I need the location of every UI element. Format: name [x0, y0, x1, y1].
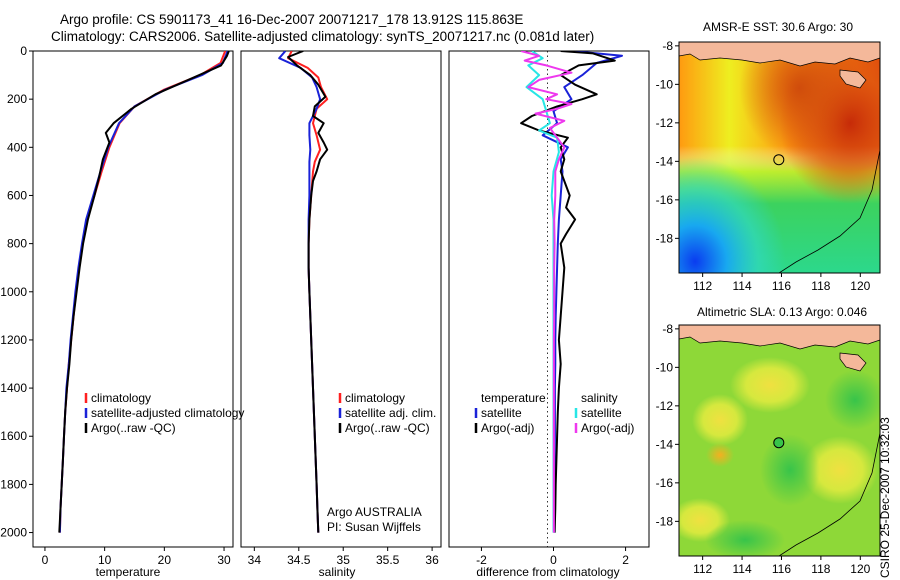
map-x-tick-label: 120 [850, 279, 870, 293]
map-x-tick-label: 114 [732, 279, 751, 293]
map-y-tick-label: -18 [656, 514, 674, 528]
y-tick-label: 0 [20, 44, 27, 58]
argo-raw-qc-line [58, 51, 230, 533]
legend-label: climatology [345, 391, 405, 405]
legend-label: satellite [481, 406, 522, 420]
sla-orange-patch [706, 443, 734, 467]
legend-label: satellite [581, 406, 622, 420]
legend-label: temperature [481, 391, 546, 405]
y-tick-label: 1800 [0, 477, 27, 491]
x-tick-label: -2 [476, 553, 487, 567]
map-x-tick-label: 118 [811, 562, 830, 576]
map-x-tick-label: 112 [693, 279, 712, 293]
temperature-axis-label: temperature [96, 565, 161, 579]
y-tick-label: 800 [7, 237, 27, 251]
sla-land-island-east [839, 352, 867, 372]
x-tick-label: 30 [217, 553, 231, 567]
x-tick-label: 0 [42, 553, 49, 567]
sst-map-title: AMSR-E SST: 30.6 Argo: 30 [703, 20, 853, 34]
argo-raw-qc-line [287, 51, 329, 533]
map-x-tick-label: 118 [811, 279, 830, 293]
climatology-line [58, 51, 227, 533]
sla-map-panel: Altimetric SLA: 0.13 Argo: 0.046 112 114 1… [656, 305, 881, 576]
sla-land-islands [679, 325, 880, 350]
map-x-tick-label: 112 [693, 562, 712, 576]
difference-axis-label: difference from climatology [476, 565, 619, 579]
map-y-tick-label: -14 [656, 154, 674, 168]
y-tick-label: 1200 [0, 333, 27, 347]
map-x-tick-label: 116 [772, 279, 791, 293]
legend-label: climatology [91, 391, 151, 405]
sst-map-panel: AMSR-E SST: 30.6 Argo: 30 112 114 116 118 12… [656, 20, 881, 293]
salinity-axis-label: salinity [319, 565, 356, 579]
figure-title-line1: Argo profile: CS 5901173_41 16-Dec-2007 … [60, 12, 524, 27]
sst-land-australia [778, 149, 880, 273]
sla-green-patch [705, 520, 785, 556]
map-y-tick-label: -14 [656, 437, 674, 451]
sst-land-islands [679, 42, 880, 67]
sst-land-island-east [839, 69, 867, 89]
sst-argo-marker [773, 154, 785, 166]
map-x-tick-label: 120 [850, 562, 870, 576]
x-tick-label: 36 [425, 553, 439, 567]
x-tick-label: 2 [622, 553, 629, 567]
map-y-tick-label: -16 [656, 476, 674, 490]
legend-label: Argo(..raw -QC) [345, 421, 430, 435]
y-tick-label: 400 [7, 140, 27, 154]
sla-argo-marker [773, 437, 785, 449]
map-y-tick-label: -16 [656, 193, 674, 207]
x-tick-label: 0 [550, 553, 557, 567]
map-y-tick-label: -10 [656, 360, 674, 374]
y-tick-label: 1400 [0, 381, 27, 395]
temperature-panel: 0 10 20 30 0 200 400 600 800 1000 1200 1400 1600 1800… [0, 44, 244, 579]
legend-label: satellite-adjusted climatology [91, 406, 244, 420]
y-tick-label: 1000 [0, 285, 27, 299]
x-tick-label: 20 [158, 553, 172, 567]
sla-green-patch [760, 434, 820, 506]
temperature-argo-adj-line [520, 51, 616, 533]
x-tick-label: 35 [337, 553, 351, 567]
x-tick-label: 34 [248, 553, 262, 567]
sla-yellow-patch [692, 394, 748, 446]
legend-label: Argo(-adj) [581, 421, 634, 435]
legend-label: Argo(..raw -QC) [91, 421, 176, 435]
x-tick-label: 34.5 [287, 553, 311, 567]
map-y-tick-label: -12 [656, 399, 674, 413]
x-tick-label: 35.5 [376, 553, 400, 567]
legend-label: satellite adj. clim. [345, 406, 436, 420]
salinity-panel: 34 34.5 35 35.5 36 salinity climatologysatel… [240, 50, 442, 579]
sla-green-patch [825, 370, 880, 430]
map-y-tick-label: -18 [656, 231, 674, 245]
y-tick-label: 1600 [0, 429, 27, 443]
y-tick-label: 600 [7, 188, 27, 202]
climatology-line [287, 51, 329, 533]
sla-land-australia [778, 432, 880, 556]
y-tick-label: 200 [7, 92, 27, 106]
map-y-tick-label: -8 [662, 39, 673, 53]
argo-agency-label: Argo AUSTRALIA [327, 505, 422, 519]
map-x-tick-label: 116 [772, 562, 791, 576]
argo-pi-label: PI: Susan Wijffels [327, 520, 421, 534]
sla-yellow-patch [730, 357, 810, 413]
map-x-tick-label: 114 [732, 562, 751, 576]
sla-yellow-patch [802, 436, 878, 504]
figure-title-line2: Climatology: CARS2006. Satellite-adjuste… [51, 29, 595, 44]
legend-label: salinity [581, 391, 618, 405]
map-y-tick-label: -12 [656, 116, 674, 130]
map-y-tick-label: -8 [662, 322, 673, 336]
y-tick-label: 2000 [0, 526, 27, 540]
legend-label: Argo(-adj) [481, 421, 534, 435]
satellite-adjusted-climatology-line [58, 51, 229, 533]
map-y-tick-label: -10 [656, 77, 674, 91]
sla-map-title: Altimetric SLA: 0.13 Argo: 0.046 [697, 305, 867, 319]
salinity-argo-adj-line [520, 51, 573, 533]
difference-panel: -2 0 2 difference from climatology tempera… [448, 50, 650, 579]
x-tick-label: 10 [98, 553, 112, 567]
